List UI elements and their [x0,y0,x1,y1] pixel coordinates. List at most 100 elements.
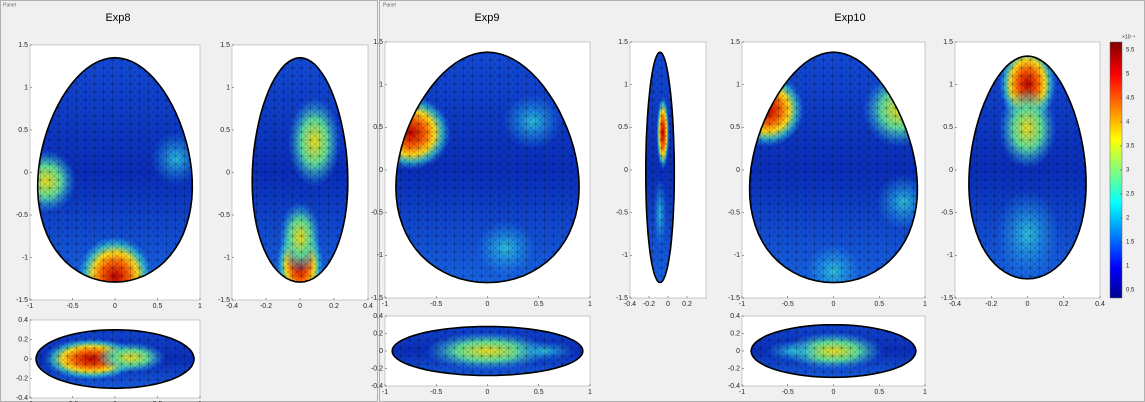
x-tick-label: -1 [382,389,388,396]
x-tick-label: -1 [27,303,33,310]
x-tick-label: 0.2 [682,301,692,308]
x-tick-label: 1 [923,301,927,308]
x-tick-label: 0 [832,301,836,308]
y-tick-label: -0.2 [16,375,28,382]
plot-title: Exp9 [474,12,499,24]
x-tick-label: -0.5 [66,401,78,402]
y-tick-label: -1 [622,252,628,259]
y-tick-label: 0.2 [18,336,28,343]
y-tick-label: 1.5 [730,39,740,46]
y-tick-label: -0.4 [16,395,28,402]
y-tick-label: 0 [736,348,740,355]
y-tick-label: 0 [624,167,628,174]
y-tick-label: 0 [379,167,383,174]
x-tick-label: -0.4 [949,301,961,308]
y-tick-label: -1.5 [218,297,230,304]
y-tick-label: 0 [949,167,953,174]
y-tick-label: -1 [377,252,383,259]
y-tick-label: 0.4 [373,313,383,320]
x-tick-label: 0.5 [153,303,163,310]
y-tick-label: -0.5 [941,210,953,217]
panel-label: Panel [383,2,396,8]
x-tick-label: -0.5 [782,301,794,308]
y-tick-label: -0.4 [371,383,383,390]
x-tick-label: -0.5 [782,389,794,396]
mesh-lines [751,324,916,378]
y-tick-label: 0.4 [730,313,740,320]
plot-title: Exp10 [834,12,865,24]
x-tick-label: -0.2 [260,303,272,310]
y-tick-label: -1 [224,254,230,261]
colorbar-tick-label: 5.5 [1126,48,1135,54]
mesh-surface [37,57,193,283]
x-tick-label: 0 [113,303,117,310]
y-tick-label: -1 [22,254,28,261]
blob-edge [35,328,195,390]
y-tick-label: -0.5 [728,210,740,217]
y-tick-label: 0.4 [18,317,28,324]
y-tick-label: -0.2 [728,365,740,372]
colorbar-tick-label: 1 [1126,264,1130,270]
x-tick-label: 0.5 [874,389,884,396]
x-tick-label: -1 [739,389,745,396]
y-tick-label: -1.5 [941,295,953,302]
x-tick-label: -1 [382,301,388,308]
blob-edge [36,56,194,283]
colorbar-tick-label: 4 [1126,120,1130,126]
x-tick-label: 0.5 [534,389,544,396]
colorbar-tick-label: 0.5 [1126,288,1135,294]
x-tick-label: 1 [198,303,202,310]
colorbar-tick-label: 3.5 [1126,144,1135,150]
y-tick-label: 1 [736,82,740,89]
y-tick-label: -1 [947,252,953,259]
x-tick-label: 0.2 [329,303,339,310]
y-tick-label: -0.2 [371,365,383,372]
x-tick-label: 1 [588,389,592,396]
blob-edge [391,325,584,377]
y-tick-label: -1.5 [371,295,383,302]
y-tick-label: 1 [226,84,230,91]
colorbar-tick-label: 2.5 [1126,192,1135,198]
colorbar-tick-label: 2 [1126,216,1130,222]
colorbar-exponent: ×10⁻⁴ [1122,34,1135,40]
y-tick-label: -0.5 [371,210,383,217]
mesh-surface [252,57,348,283]
colorbar-tick-label: 4.5 [1126,96,1135,102]
y-tick-label: 0.2 [730,330,740,337]
x-tick-label: 0 [666,301,670,308]
x-tick-label: 0.4 [1095,301,1105,308]
y-tick-label: 0 [24,169,28,176]
x-tick-label: 0 [486,301,490,308]
mesh-lines [36,329,195,389]
y-tick-label: -1.5 [616,295,628,302]
x-tick-label: 0 [113,401,117,402]
x-tick-label: -0.5 [66,303,78,310]
x-tick-label: -0.2 [643,301,655,308]
colorbar-tick-label: 3 [1126,168,1130,174]
x-tick-label: -1 [27,401,33,402]
y-tick-label: -0.4 [728,383,740,390]
mesh-lines [252,57,348,283]
x-tick-label: 0 [1026,301,1030,308]
x-tick-label: 0 [298,303,302,310]
y-tick-label: 0.5 [373,124,383,131]
x-tick-label: 1 [198,401,202,402]
blob-edge [968,55,1087,280]
y-tick-label: 0.5 [18,127,28,134]
colorbar-tick-label: 1.5 [1126,240,1135,246]
mesh-surface [36,329,195,389]
x-tick-label: -1 [739,301,745,308]
y-tick-label: 1.5 [943,39,953,46]
x-tick-label: -0.5 [430,301,442,308]
x-tick-label: 1 [923,389,927,396]
blob-edge [395,51,580,284]
y-tick-label: 1 [379,82,383,89]
y-tick-label: -1.5 [16,297,28,304]
y-tick-label: 1.5 [618,39,628,46]
x-tick-label: 1 [588,301,592,308]
y-tick-label: 1.5 [18,42,28,49]
y-tick-label: 1.5 [220,42,230,49]
y-tick-label: 0 [379,348,383,355]
x-tick-label: 0.5 [874,301,884,308]
